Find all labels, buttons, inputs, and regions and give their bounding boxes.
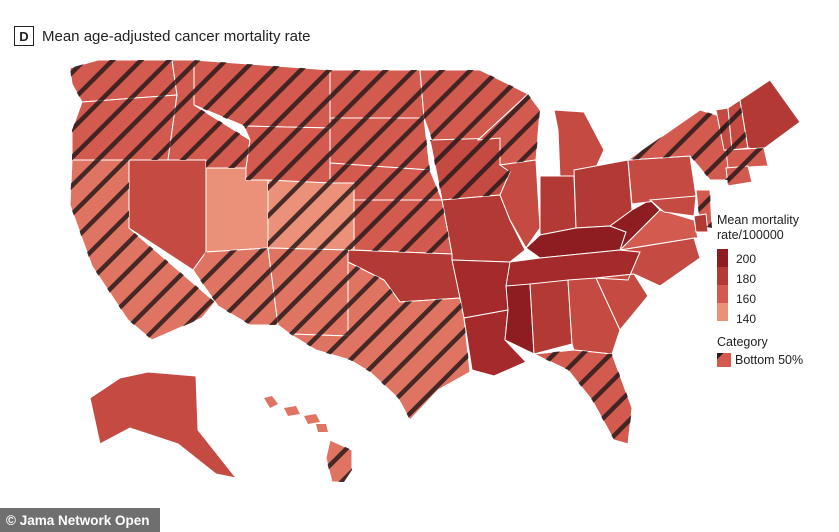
state-hi-island: [264, 396, 278, 408]
legend-tick: 160: [736, 292, 757, 306]
legend-color-bar: [717, 249, 728, 329]
state-ms: [504, 283, 535, 355]
state-me: [739, 79, 801, 151]
state-hi-island: [304, 414, 320, 424]
hatch-ny: [628, 110, 730, 180]
hatch-tx: [290, 262, 470, 420]
legend-tick: 200: [736, 252, 757, 266]
hatch-ct: [726, 166, 752, 186]
hatch-wi: [478, 94, 540, 165]
legend-scale-title: Mean mortality rate/100000: [717, 213, 803, 243]
state-ut: [205, 167, 269, 253]
state-il: [498, 159, 541, 249]
panel-header: D Mean age-adjusted cancer mortality rat…: [14, 26, 310, 46]
legend: Mean mortality rate/100000 200 180 160 1…: [717, 213, 803, 367]
hatch-mt: [194, 60, 330, 128]
hatch-ne: [330, 163, 442, 200]
legend-title-line1: Mean mortality: [717, 213, 799, 227]
hatch-or: [72, 95, 177, 160]
legend-title-line2: rate/100000: [717, 228, 784, 242]
legend-color-scale: 200 180 160 140: [717, 249, 803, 329]
state-al: [529, 279, 573, 355]
hatch-nm: [268, 248, 348, 336]
legend-tick: 140: [736, 312, 757, 326]
hatch-nj: [696, 190, 712, 228]
legend-category-item: Bottom 50%: [717, 353, 803, 367]
legend-tick: 180: [736, 272, 757, 286]
legend-ticks: 200 180 160 140: [736, 249, 756, 329]
hatch-fl: [534, 350, 632, 444]
state-ak: [89, 371, 238, 479]
hatch-wa: [70, 60, 177, 102]
hatch-ia: [430, 138, 510, 200]
panel-letter: D: [14, 26, 34, 46]
legend-bar-segment: [717, 285, 728, 303]
hatch-swatch: [717, 353, 731, 367]
hatch-id: [168, 60, 250, 168]
legend-category-title: Category: [717, 335, 768, 349]
image-credit: © Jama Network Open: [0, 508, 160, 532]
panel-title: Mean age-adjusted cancer mortality rate: [42, 27, 311, 45]
hatch-wy: [244, 126, 330, 183]
hatch-mn: [420, 70, 528, 140]
hatch-sd: [330, 118, 430, 170]
bottom50-hatch-layer: [70, 60, 768, 482]
hatch-co: [268, 180, 354, 250]
hatch-nd: [330, 70, 424, 118]
state-in: [539, 175, 577, 236]
hatch-ca: [70, 160, 215, 340]
hatch-az: [193, 248, 278, 325]
legend-bar-segment: [717, 267, 728, 285]
hatch-nh: [728, 100, 748, 150]
state-wv: [608, 199, 661, 251]
hatch-vt: [716, 108, 732, 150]
state-hi-island: [284, 406, 300, 416]
state-md: [648, 195, 697, 217]
state-hi-island: [316, 424, 328, 432]
legend-bar-segment: [717, 303, 728, 321]
legend-bar-segment: [717, 249, 728, 267]
hatch-ma: [726, 148, 768, 168]
hatch-hi: [326, 440, 352, 482]
legend-category-label: Bottom 50%: [735, 353, 804, 367]
hatch-ks: [354, 200, 452, 254]
